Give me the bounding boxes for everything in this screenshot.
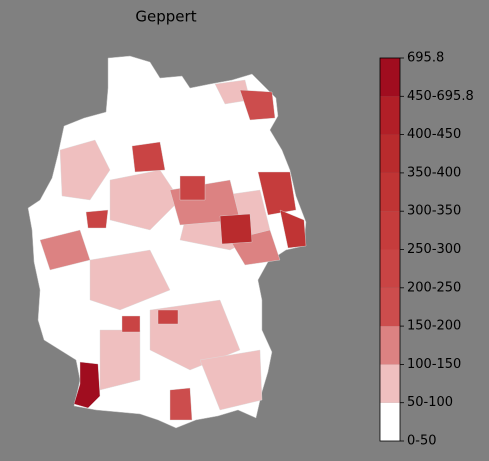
colorbar-tick-label: 150-200: [407, 319, 461, 334]
colorbar-tick-label: 400-450: [407, 127, 461, 142]
colorbar: 0-50 50-100 100-150 150-200 200-250 250-300 30…: [379, 51, 474, 449]
colorbar-tick-label: 300-350: [407, 204, 461, 219]
colorbar-tick-label: 450-695.8: [407, 89, 474, 104]
germany-map: [27, 55, 307, 429]
colorbar-segment: [380, 134, 400, 173]
colorbar-segment: [380, 364, 400, 403]
colorbar-tick-label: 0-50: [407, 434, 437, 449]
colorbar-tick-label: 250-300: [407, 242, 461, 257]
district-patches: [39, 79, 307, 421]
colorbar-tick-label: 350-400: [407, 165, 461, 180]
colorbar-segment: [380, 287, 400, 327]
colorbar-tick-label: 200-250: [407, 280, 461, 295]
map-title: Geppert: [135, 8, 196, 26]
colorbar-segment: [380, 211, 400, 250]
colorbar-segment: [380, 172, 400, 212]
colorbar-segment: [380, 402, 400, 441]
colorbar-tick-label: 50-100: [407, 395, 453, 410]
colorbar-tick-label: 695.8: [407, 51, 444, 66]
colorbar-tick-label: 100-150: [407, 357, 461, 372]
colorbar-segment: [380, 96, 400, 135]
colorbar-segment: [380, 326, 400, 365]
colorbar-segment: [380, 249, 400, 288]
colorbar-segment: [380, 58, 400, 97]
